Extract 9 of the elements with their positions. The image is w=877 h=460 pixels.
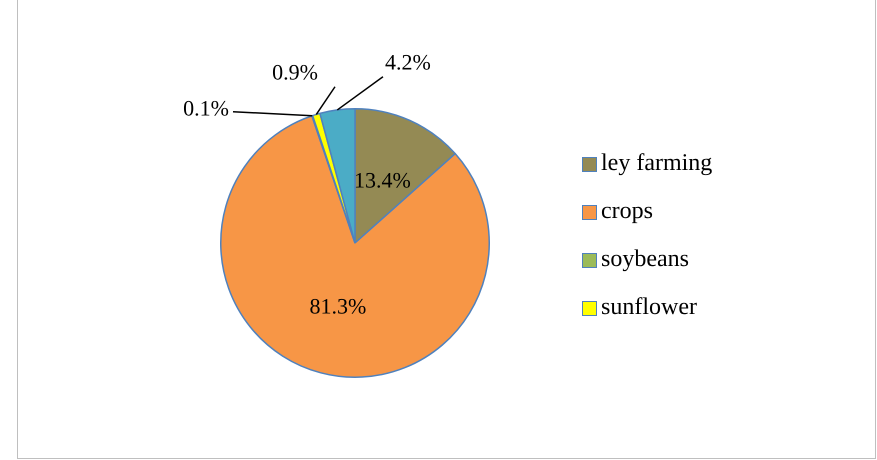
legend-label: sunflower	[601, 294, 698, 320]
data-label: 0.1%	[183, 96, 229, 121]
data-label: 4.2%	[385, 50, 431, 75]
data-label: 13.4%	[354, 168, 411, 193]
data-label: 0.9%	[272, 60, 318, 85]
data-label: 81.3%	[309, 294, 366, 319]
legend-label: ley farming	[601, 150, 714, 176]
legend-label: soybeans	[601, 246, 690, 272]
legend-label: crops	[601, 198, 654, 224]
